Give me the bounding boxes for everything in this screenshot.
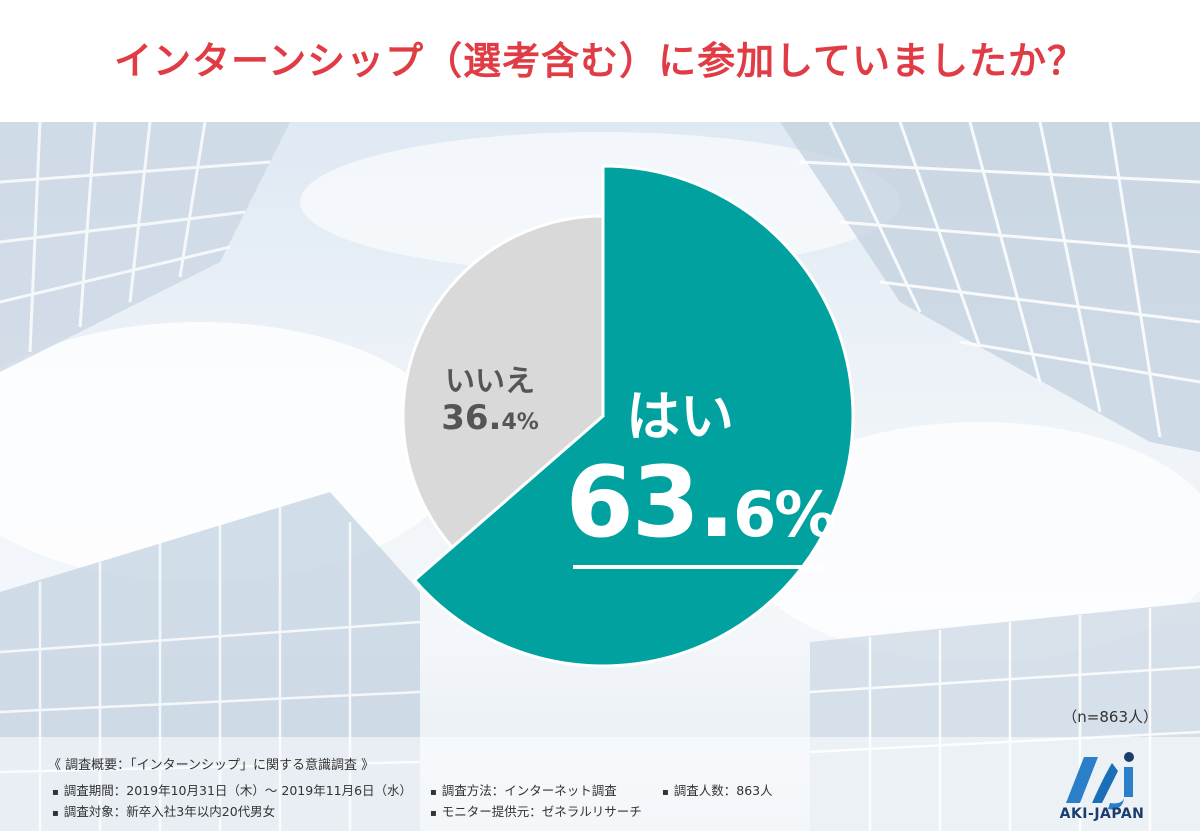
pie-slice-no bbox=[401, 214, 605, 550]
slice-yes-name: はい bbox=[626, 385, 734, 448]
yes-value-underline bbox=[573, 565, 825, 569]
survey-period: 調査期間：2019年10月31日（木）～ 2019年11月6日（水） bbox=[52, 780, 412, 799]
slice-label-no: いいえ 36.4% bbox=[420, 365, 560, 442]
survey-provider: モニター提供元：ゼネラルリサーチ bbox=[430, 801, 642, 820]
slice-no-name: いいえ bbox=[445, 364, 535, 399]
pie-slice-yes bbox=[412, 164, 855, 668]
slice-no-value: 36.4% bbox=[441, 398, 539, 438]
logo-text: AKI-JAPAN bbox=[1059, 806, 1145, 822]
slice-label-yes: はい 63.6% bbox=[560, 385, 840, 569]
slice-yes-value: 63.6% bbox=[565, 446, 837, 560]
survey-heading: 《 調査概要：「インターンシップ」に関する意識調査 》 bbox=[48, 758, 375, 773]
survey-target: 調査対象：新卒入社3年以内20代男女 bbox=[52, 801, 275, 820]
title-bar: インターンシップ（選考含む）に参加していましたか？ bbox=[0, 0, 1200, 122]
chart-title: インターンシップ（選考含む）に参加していましたか？ bbox=[114, 38, 1086, 83]
aki-japan-logo bbox=[1066, 752, 1134, 810]
survey-method: 調査方法：インターネット調査 bbox=[430, 780, 617, 799]
survey-count: 調査人数：863人 bbox=[662, 780, 773, 799]
sample-size-note: （n=863人） bbox=[1062, 708, 1158, 726]
